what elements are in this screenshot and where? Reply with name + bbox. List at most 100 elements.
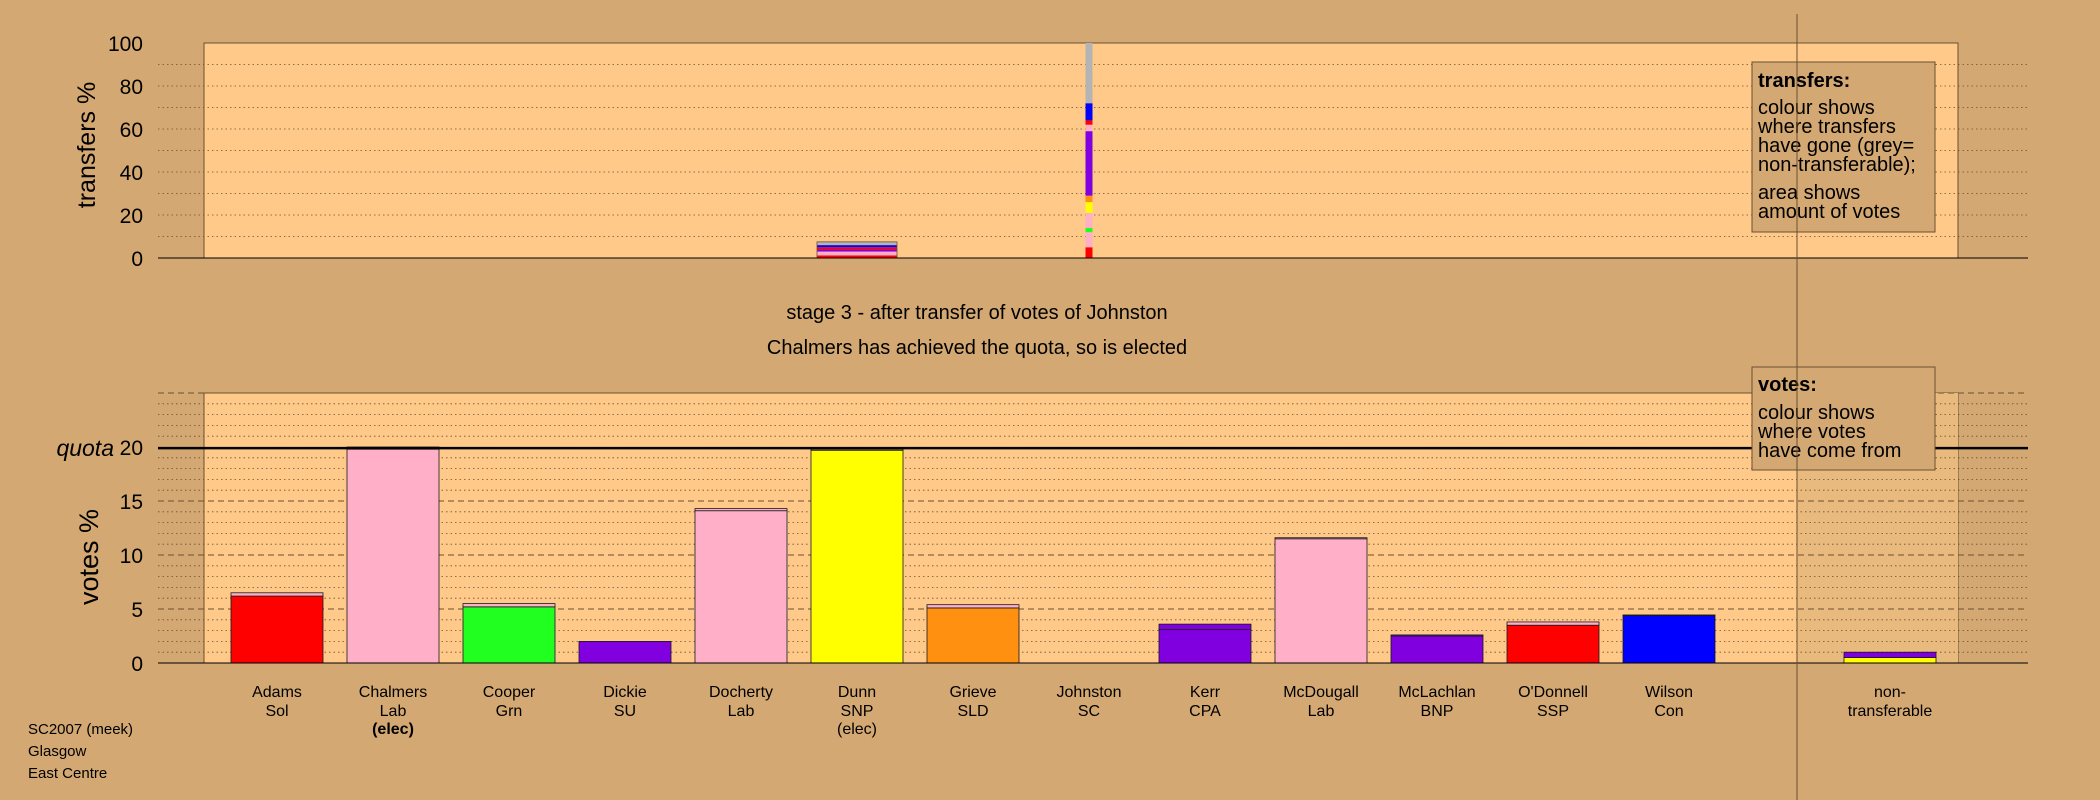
votes-legend-box bbox=[1751, 366, 1936, 471]
candidate-party: SC bbox=[1078, 703, 1100, 720]
candidate-label: Cooper Grn bbox=[483, 684, 536, 720]
transfers-y-tick-label: 20 bbox=[120, 205, 143, 228]
transfer-segment bbox=[817, 255, 897, 258]
candidate-label: Dickie SU bbox=[603, 684, 647, 720]
vote-segment bbox=[1506, 624, 1600, 664]
vote-segment bbox=[1390, 634, 1484, 637]
candidate-name: Johnston bbox=[1057, 684, 1122, 701]
transfers-panel: 0 20 40 60 80 100 transfers % transfers: colo… bbox=[73, 33, 2028, 271]
transfers-legend-line: area shows bbox=[1758, 182, 1860, 204]
footer-election: SC2007 (meek) bbox=[28, 721, 133, 738]
votes-legend-line: colour shows bbox=[1758, 402, 1875, 424]
candidate-party: Grn bbox=[496, 703, 523, 720]
transfer-segment bbox=[1085, 195, 1093, 203]
vote-segment bbox=[926, 604, 1020, 609]
candidate-label: Chalmers Lab(elec) bbox=[359, 684, 427, 738]
transfer-segment bbox=[817, 247, 897, 250]
transfer-segment bbox=[1085, 247, 1093, 258]
transfer-segment bbox=[817, 245, 897, 248]
candidate-name: Cooper bbox=[483, 684, 536, 701]
candidate-name: Docherty bbox=[709, 684, 773, 701]
transfers-y-tick-label: 100 bbox=[108, 33, 143, 56]
candidate-name: Wilson bbox=[1645, 684, 1693, 701]
votes-legend: votes: colour shows where votes have com… bbox=[1751, 366, 1936, 471]
candidate-party: Lab bbox=[728, 703, 755, 720]
candidate-label: Grieve SLD bbox=[949, 684, 996, 720]
transfer-segment bbox=[1085, 202, 1093, 213]
candidate-label: Adams Sol bbox=[252, 684, 302, 720]
candidate-name: Adams bbox=[252, 684, 302, 701]
candidate-party: SU bbox=[614, 703, 636, 720]
transfers-y-tick-label: 0 bbox=[131, 248, 143, 271]
candidate-name: O'Donnell bbox=[1518, 684, 1588, 701]
stage-result: Chalmers has achieved the quota, so is e… bbox=[767, 337, 1187, 359]
vote-segment bbox=[230, 595, 324, 664]
vote-segment bbox=[346, 448, 440, 664]
votes-y-tick-label: 20 bbox=[120, 437, 143, 460]
candidate-elected-note: (elec) bbox=[837, 721, 877, 738]
vote-segment bbox=[694, 508, 788, 512]
votes-y-tick-label: 15 bbox=[120, 491, 143, 514]
transfers-y-ticks: 0 20 40 60 80 100 bbox=[108, 33, 143, 271]
vote-segment bbox=[1158, 623, 1252, 630]
vote-segment bbox=[810, 449, 904, 664]
stage-description: stage 3 - after transfer of votes of Joh… bbox=[786, 302, 1167, 324]
candidate-label: O'Donnell SSP bbox=[1518, 684, 1588, 720]
candidate-name: Grieve bbox=[949, 684, 996, 701]
votes-y-ticks: 0 5 10 15 20 bbox=[120, 437, 143, 676]
nontransferable-label-line: transferable bbox=[1848, 703, 1933, 720]
votes-y-axis-label: votes % bbox=[74, 509, 104, 605]
transfer-segment bbox=[1085, 103, 1093, 121]
votes-y-tick-label: 10 bbox=[120, 545, 143, 568]
candidate-party: Con bbox=[1654, 703, 1683, 720]
transfer-segment bbox=[1085, 120, 1093, 125]
candidate-label: McLachlan BNP bbox=[1398, 684, 1475, 720]
votes-y-tick-label: 5 bbox=[131, 599, 143, 622]
transfers-y-axis-label: transfers % bbox=[73, 82, 101, 208]
vote-segment bbox=[1622, 615, 1716, 664]
transfers-y-tick-label: 80 bbox=[120, 76, 143, 99]
candidate-party: SSP bbox=[1537, 703, 1569, 720]
candidate-name: McDougall bbox=[1283, 684, 1359, 701]
candidate-label: McDougall Lab bbox=[1283, 684, 1359, 720]
transfer-segment bbox=[1085, 212, 1093, 228]
footer-city: Glasgow bbox=[28, 743, 87, 760]
votes-legend-title: votes: bbox=[1758, 374, 1817, 396]
candidate-party: Lab bbox=[380, 703, 407, 720]
candidate-label: Dunn SNP(elec) bbox=[837, 684, 877, 738]
vote-segment bbox=[462, 606, 556, 664]
transfer-segment bbox=[817, 251, 897, 256]
vote-segment bbox=[926, 607, 1020, 664]
candidate-name: Kerr bbox=[1190, 684, 1221, 701]
transfers-legend-title: transfers: bbox=[1758, 70, 1850, 92]
nontransferable-label: non-transferable bbox=[1848, 684, 1933, 720]
vote-segment bbox=[1274, 537, 1368, 540]
candidate-party: Lab bbox=[1308, 703, 1335, 720]
votes-bars bbox=[230, 446, 1937, 664]
candidate-party: BNP bbox=[1421, 703, 1454, 720]
vote-segment bbox=[1274, 538, 1368, 664]
vote-segment bbox=[1843, 651, 1937, 659]
transfers-gridlines bbox=[158, 64, 2028, 237]
transfer-segment bbox=[1085, 124, 1093, 132]
vote-segment bbox=[1506, 621, 1600, 626]
transfers-legend-line: non-transferable); bbox=[1758, 154, 1916, 176]
transfer-segment bbox=[1085, 232, 1093, 248]
candidate-label: Kerr CPA bbox=[1189, 684, 1221, 720]
candidate-label: Johnston SC bbox=[1057, 684, 1122, 720]
footer-ward: East Centre bbox=[28, 765, 107, 782]
transfers-y-tick-label: 60 bbox=[120, 119, 143, 142]
transfers-legend-line: colour shows bbox=[1758, 97, 1875, 119]
transfers-legend-line: where transfers bbox=[1757, 116, 1896, 138]
vote-segment bbox=[1843, 657, 1937, 664]
candidate-name: Dickie bbox=[603, 684, 647, 701]
vote-segment bbox=[694, 510, 788, 664]
candidate-name: McLachlan bbox=[1398, 684, 1475, 701]
votes-legend-line: where votes bbox=[1757, 421, 1866, 443]
vote-segment bbox=[1622, 614, 1716, 616]
transfer-segment bbox=[1085, 43, 1093, 104]
transfers-legend-line: amount of votes bbox=[1758, 201, 1900, 223]
votes-y-tick-label: 0 bbox=[131, 653, 143, 676]
candidate-party: CPA bbox=[1189, 703, 1221, 720]
